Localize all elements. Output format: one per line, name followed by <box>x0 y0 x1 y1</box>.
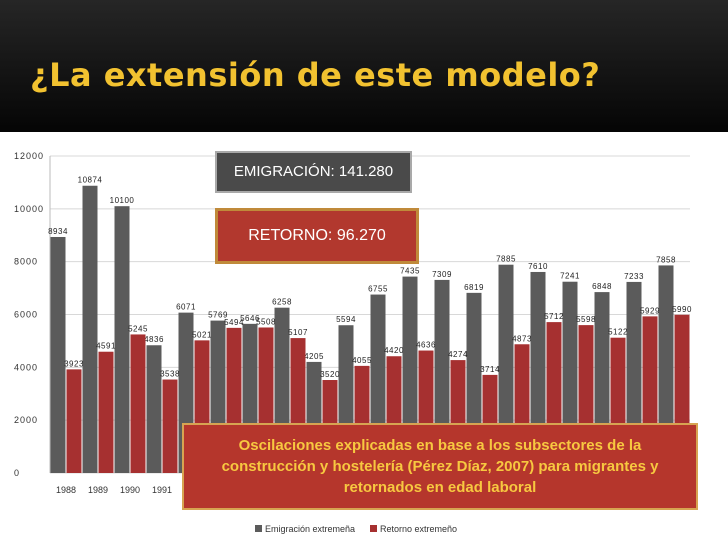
y-tick-label: 0 <box>14 468 20 478</box>
emigration-value-label: 6755 <box>368 285 388 294</box>
return-value-label: 4873 <box>512 334 532 343</box>
x-tick-label: 1989 <box>88 485 108 495</box>
emigration-value-label: 6848 <box>592 282 612 291</box>
return-bar <box>66 369 82 473</box>
y-tick-label: 12000 <box>14 151 44 161</box>
return-bar <box>98 351 114 473</box>
emigration-value-label: 4836 <box>144 335 164 344</box>
return-value-label: 3538 <box>160 370 180 379</box>
emigration-bar <box>114 206 130 474</box>
slide-title: ¿La extensión de este modelo? <box>30 56 601 94</box>
return-value-label: 4055 <box>352 356 372 365</box>
x-tick-label: 1990 <box>120 485 140 495</box>
explanation-note-text: Oscilaciones explicadas en base a los su… <box>221 437 659 496</box>
emigration-value-label: 7610 <box>528 262 548 271</box>
emigration-bar <box>530 271 546 473</box>
emigration-value-label: 7241 <box>560 272 580 281</box>
return-value-label: 4274 <box>448 350 468 359</box>
legend-label-return: Retorno extremeño <box>380 524 457 534</box>
emigration-value-label: 6819 <box>464 283 484 292</box>
emigration-value-label: 7858 <box>656 255 676 264</box>
emigration-value-label: 10100 <box>110 196 135 205</box>
emigration-bar <box>498 264 514 473</box>
return-value-label: 5508 <box>256 317 276 326</box>
emigration-value-label: 7435 <box>400 267 420 276</box>
emigration-bar <box>658 265 674 473</box>
y-tick-label: 2000 <box>14 415 38 425</box>
return-value-label: 5122 <box>608 328 628 337</box>
emigration-total-callout: EMIGRACIÓN: 141.280 <box>215 151 412 193</box>
emigration-value-label: 6258 <box>272 298 292 307</box>
y-tick-label: 4000 <box>14 362 38 372</box>
return-value-label: 5929 <box>640 306 660 315</box>
return-value-label: 5021 <box>192 330 212 339</box>
return-total-callout: RETORNO: 96.270 <box>215 208 419 264</box>
return-value-label: 4591 <box>96 342 116 351</box>
return-value-label: 4636 <box>416 341 436 350</box>
return-value-label: 5990 <box>672 305 692 314</box>
explanation-note: Oscilaciones explicadas en base a los su… <box>182 423 698 510</box>
emigration-bar <box>50 236 66 473</box>
emigration-value-label: 5594 <box>336 315 356 324</box>
emigration-total-text: EMIGRACIÓN: 141.280 <box>233 163 394 180</box>
title-bar <box>0 0 728 132</box>
y-tick-label: 8000 <box>14 257 38 267</box>
emigration-bar <box>146 345 162 473</box>
return-value-label: 5712 <box>544 312 564 321</box>
x-tick-label: 1988 <box>56 485 76 495</box>
emigration-value-label: 6071 <box>176 303 196 312</box>
legend-swatch-return <box>370 525 377 532</box>
return-value-label: 3923 <box>64 359 84 368</box>
emigration-value-label: 7233 <box>624 272 644 281</box>
return-value-label: 3520 <box>320 370 340 379</box>
emigration-bar <box>82 185 98 473</box>
return-value-label: 5494 <box>224 318 244 327</box>
y-tick-label: 6000 <box>14 310 38 320</box>
x-tick-label: 1991 <box>152 485 172 495</box>
legend-label-emigration: Emigración extremeña <box>265 524 355 534</box>
return-value-label: 3714 <box>480 365 500 374</box>
return-bar <box>162 379 178 473</box>
emigration-value-label: 7885 <box>496 255 516 264</box>
return-total-text: RETORNO: 96.270 <box>248 227 386 244</box>
emigration-value-label: 7309 <box>432 270 452 279</box>
return-value-label: 5107 <box>288 328 308 337</box>
emigration-value-label: 10874 <box>78 176 103 185</box>
return-bar <box>130 334 146 473</box>
emigration-value-label: 4205 <box>304 352 324 361</box>
legend-swatch-emigration <box>255 525 262 532</box>
emigration-value-label: 5769 <box>208 311 228 320</box>
return-value-label: 4420 <box>384 346 404 355</box>
return-value-label: 5245 <box>128 324 148 333</box>
return-value-label: 5598 <box>576 315 596 324</box>
y-tick-label: 10000 <box>14 204 44 214</box>
emigration-value-label: 5646 <box>240 314 260 323</box>
emigration-value-label: 8934 <box>48 227 68 236</box>
